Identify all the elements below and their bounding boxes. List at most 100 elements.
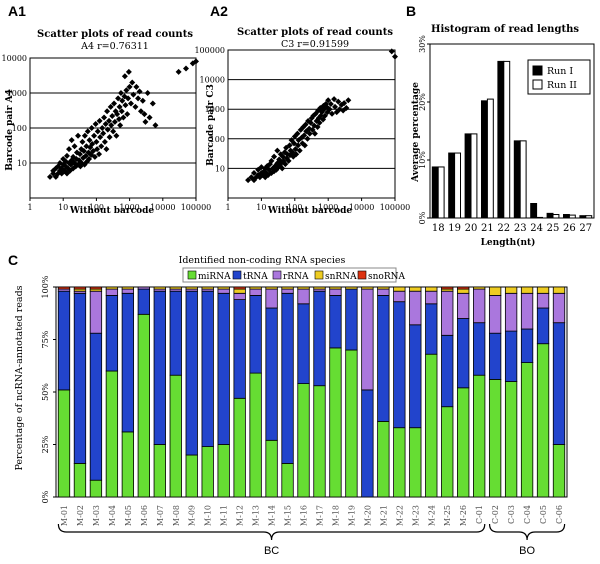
c-bar-trna [473, 322, 486, 376]
a1-point [106, 134, 113, 141]
a2-ytick-label: 10 [215, 164, 225, 173]
a1-point [91, 153, 98, 160]
b-bar-run2 [536, 216, 544, 219]
a2-point [341, 100, 348, 107]
c-bar-trna [313, 290, 326, 387]
c-bar-mirna [313, 385, 326, 498]
a1-point [146, 114, 153, 121]
b-bar-run1 [546, 212, 554, 219]
c-ytick-label: 25% [41, 435, 50, 453]
c-bar-trna [121, 292, 135, 433]
c-bar-trna [377, 294, 390, 422]
b-xtick-label: 20 [465, 223, 478, 234]
b-bar-run1 [562, 214, 570, 219]
b-title: Histogram of read lengths [431, 24, 579, 35]
c-bar-trna [57, 290, 71, 391]
c-xtick-label: M-22 [395, 505, 404, 526]
c-legend-label: snoRNA [368, 272, 405, 282]
c-xtick-label: M-07 [156, 505, 165, 526]
c-bar-rrna [552, 292, 566, 324]
c-bar-trna [201, 290, 214, 448]
c-xtick-label: M-17 [315, 505, 324, 526]
b-bar-run2 [552, 214, 560, 219]
a2-point [392, 53, 398, 60]
a2-ylabel: Barcode pair C3 [206, 84, 216, 166]
a2-point [325, 97, 332, 104]
a2-point [282, 161, 289, 168]
b-xtick-label: 26 [563, 223, 576, 234]
b-ylabel: Average percentage [411, 82, 421, 183]
c-xtick-label: M-21 [379, 505, 388, 526]
b-xtick-label: 22 [497, 223, 510, 234]
a1-ylabel: Barcode pair A4 [5, 89, 15, 170]
b-ytick-label: 30% [418, 35, 427, 53]
panel-label-c: C [8, 252, 18, 268]
c-bar-mirna [217, 444, 230, 498]
b-xtick-label: 27 [579, 223, 592, 234]
a2-point [245, 177, 252, 184]
b-legend-label: Run II [547, 80, 577, 91]
c-xtick-label: M-10 [204, 505, 213, 526]
a1-point [130, 91, 137, 98]
c-bar-snorna [441, 286, 454, 290]
b-xtick-label: 25 [547, 223, 560, 234]
a1-point [104, 108, 111, 115]
b-xtick-label: 24 [530, 223, 543, 234]
panel-label-b: B [406, 3, 416, 19]
a1-point [119, 97, 126, 104]
a1-point [98, 143, 105, 150]
c-bar-mirna [89, 479, 103, 498]
a1-point [86, 156, 93, 163]
a1-point [117, 122, 124, 129]
c-bar-mirna [153, 444, 166, 498]
a1-point [101, 138, 108, 145]
c-bar-mirna [249, 372, 262, 498]
a1-point [135, 95, 142, 102]
a2-point [335, 98, 342, 105]
c-bar-trna [297, 303, 310, 384]
c-xtick-label: C-04 [523, 505, 532, 524]
c-bar-rrna [233, 292, 246, 300]
a1-point [96, 151, 103, 158]
a1-xtick-label: 10 [58, 203, 68, 212]
c-bar-trna [233, 299, 246, 399]
c-legend-label: snRNA [325, 272, 357, 282]
a2-point [302, 121, 309, 128]
c-group-label: BO [519, 545, 535, 557]
a1-point [183, 65, 190, 72]
c-bar-mirna [185, 454, 198, 498]
a1-point [152, 122, 159, 129]
a1-point [101, 114, 108, 121]
c-bar-trna [89, 332, 103, 481]
b-bar-run1 [530, 203, 538, 219]
a1-point [116, 103, 123, 110]
c-xtick-label: M-23 [411, 505, 420, 526]
c-bar-snrna [185, 286, 198, 290]
a1-point [58, 170, 65, 177]
c-bar-trna [329, 294, 342, 349]
a1-point [89, 140, 96, 147]
a2-point [296, 147, 303, 154]
a1-point [84, 128, 91, 135]
c-xtick-label: M-25 [443, 505, 452, 526]
a1-point [63, 152, 70, 159]
a1-point [106, 117, 113, 124]
a2-point [286, 142, 293, 149]
c-bar-mirna [57, 389, 71, 498]
c-bar-trna [536, 307, 550, 345]
c-bar-trna [345, 288, 358, 351]
c-bar-rrna [457, 292, 470, 319]
b-ytick-label: 10% [418, 151, 427, 169]
c-bar-trna [457, 318, 470, 389]
a2-point [250, 169, 257, 176]
b-xtick-label: 21 [481, 223, 494, 234]
panel-label-a1: A1 [8, 3, 26, 19]
c-bar-mirna [265, 439, 278, 498]
c-bar-snrna [425, 286, 438, 292]
a1-point [121, 73, 128, 80]
c-bar-snrna [233, 288, 246, 294]
a1-xtick-label: 10000 [150, 203, 175, 212]
c-bar-trna [520, 328, 534, 363]
